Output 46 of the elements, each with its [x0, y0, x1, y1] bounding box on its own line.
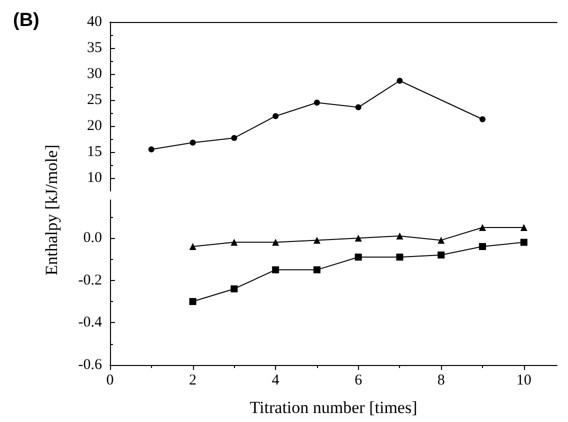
point [148, 146, 154, 152]
point [231, 134, 238, 141]
y-tick-label: 0.0 [83, 230, 102, 246]
x-tick-label: 8 [437, 372, 445, 388]
point [272, 238, 280, 246]
point [272, 266, 280, 274]
point [230, 238, 238, 246]
point [354, 254, 362, 261]
point [314, 100, 320, 106]
x-tick-label: 6 [354, 372, 363, 388]
y-tick-label: 20 [87, 118, 102, 134]
y-tick-label: 25 [87, 92, 102, 108]
y-tick-label: 15 [87, 144, 102, 160]
point [438, 252, 445, 258]
point [313, 266, 320, 274]
y-tick-label: -0.4 [78, 314, 102, 331]
x-tick-label: 0 [106, 372, 114, 388]
point [190, 140, 196, 146]
point [520, 238, 528, 246]
point [479, 243, 486, 250]
point [520, 224, 528, 231]
x-tick-label: 2 [189, 372, 197, 388]
point [313, 236, 320, 244]
point [189, 298, 196, 306]
point [480, 116, 486, 122]
y-tick-label: -0.2 [78, 272, 102, 288]
y-tick-label: 30 [87, 66, 102, 82]
point [272, 113, 279, 120]
y-tick-label: -0.6 [78, 357, 102, 373]
point [189, 243, 196, 250]
y-tick-label: 40 [87, 14, 102, 30]
point [438, 236, 445, 244]
x-tick-label: 4 [272, 372, 280, 388]
point [396, 254, 404, 261]
x-tick-label: 10 [516, 372, 532, 388]
point [230, 285, 238, 292]
y-tick-label: 35 [87, 40, 102, 56]
point [479, 224, 486, 231]
point [396, 232, 404, 240]
chart-title: (B) [13, 10, 40, 31]
y-tick-label: 10 [87, 170, 102, 186]
x-axis-title: Titration number [times] [250, 398, 418, 417]
point [354, 234, 362, 242]
point [355, 104, 362, 110]
y-axis-title: Enthalpy [kJ/mole] [42, 144, 62, 276]
point [396, 78, 403, 84]
